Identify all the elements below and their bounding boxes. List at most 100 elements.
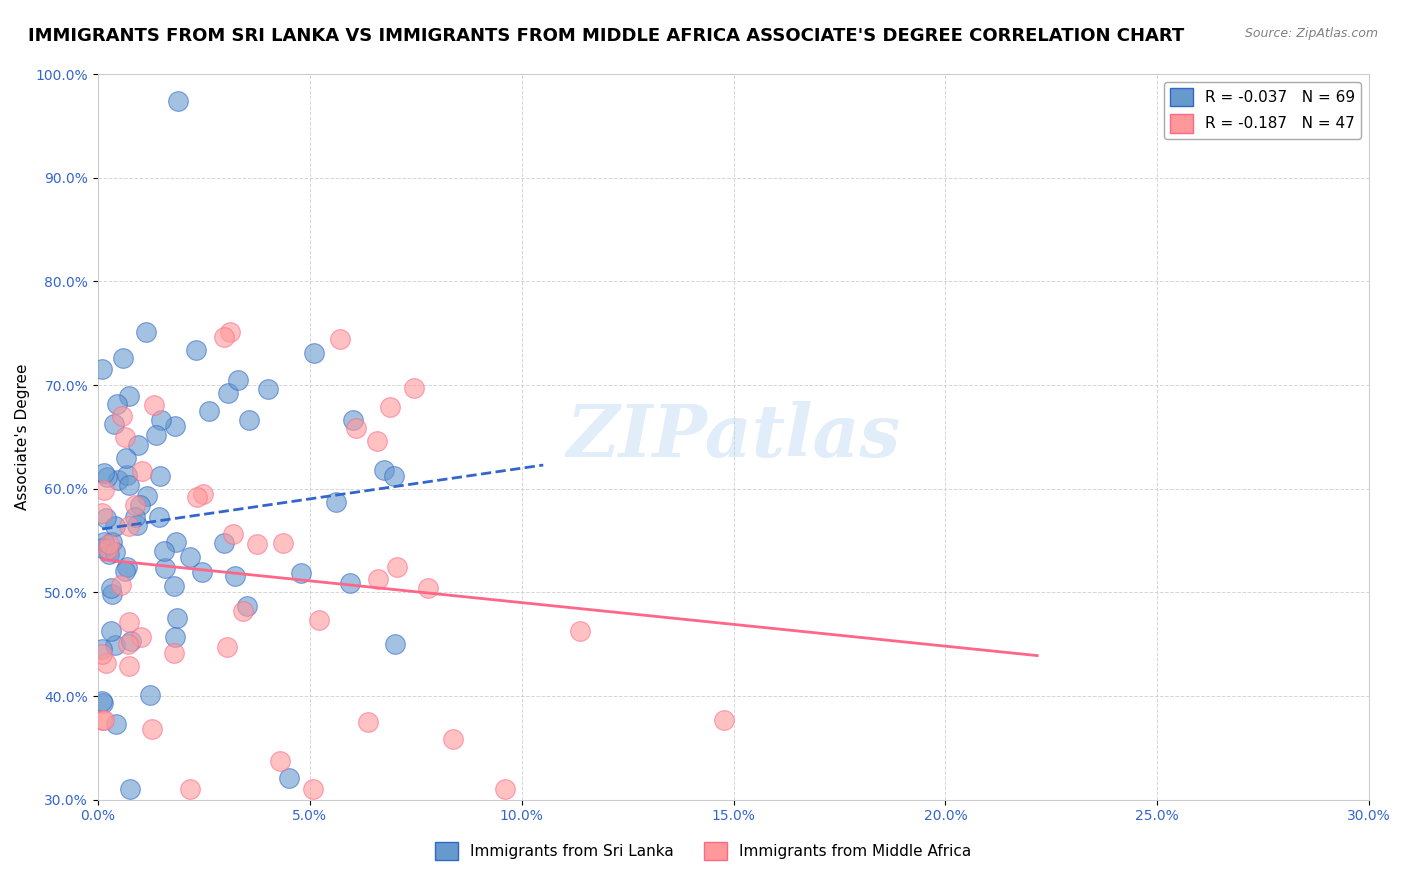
Point	[329, 332, 352, 346]
Point	[441, 731, 464, 746]
Point	[373, 462, 395, 476]
Text: IMMIGRANTS FROM SRI LANKA VS IMMIGRANTS FROM MIDDLE AFRICA ASSOCIATE'S DEGREE CO: IMMIGRANTS FROM SRI LANKA VS IMMIGRANTS …	[28, 27, 1184, 45]
Point	[269, 754, 291, 768]
Point	[238, 413, 260, 427]
Point	[290, 566, 312, 580]
Point	[93, 535, 115, 549]
Point	[277, 771, 299, 785]
Point	[339, 576, 361, 591]
Point	[138, 688, 160, 702]
Point	[101, 587, 124, 601]
Point	[232, 604, 254, 618]
Point	[104, 518, 127, 533]
Legend: Immigrants from Sri Lanka, Immigrants from Middle Africa: Immigrants from Sri Lanka, Immigrants fr…	[429, 836, 977, 866]
Point	[91, 362, 114, 376]
Point	[97, 542, 120, 557]
Point	[129, 630, 152, 644]
Point	[193, 487, 215, 501]
Point	[357, 714, 380, 729]
Point	[236, 599, 259, 613]
Point	[179, 549, 201, 564]
Point	[104, 639, 127, 653]
Point	[96, 469, 118, 483]
Point	[100, 581, 122, 595]
Point	[114, 564, 136, 578]
Point	[124, 498, 146, 512]
Point	[91, 506, 114, 520]
Point	[91, 713, 114, 727]
Point	[245, 537, 267, 551]
Point	[302, 346, 325, 360]
Point	[104, 545, 127, 559]
Legend: R = -0.037   N = 69, R = -0.187   N = 47: R = -0.037 N = 69, R = -0.187 N = 47	[1164, 82, 1361, 139]
Point	[114, 430, 136, 444]
Point	[153, 544, 176, 558]
Point	[120, 633, 142, 648]
Point	[224, 568, 246, 582]
Point	[107, 473, 129, 487]
Point	[91, 696, 114, 710]
Point	[257, 382, 280, 396]
Point	[165, 630, 187, 644]
Point	[217, 386, 239, 401]
Point	[494, 782, 516, 797]
Point	[384, 637, 406, 651]
Point	[93, 467, 115, 481]
Point	[222, 526, 245, 541]
Point	[110, 578, 132, 592]
Point	[302, 782, 325, 797]
Point	[149, 413, 172, 427]
Point	[148, 509, 170, 524]
Point	[142, 398, 165, 412]
Point	[308, 613, 330, 627]
Point	[141, 723, 163, 737]
Point	[98, 537, 121, 551]
Point	[94, 657, 117, 671]
Point	[404, 381, 426, 395]
Point	[366, 434, 388, 449]
Point	[131, 464, 153, 478]
Point	[163, 647, 186, 661]
Point	[94, 511, 117, 525]
Point	[366, 572, 388, 586]
Point	[165, 419, 187, 434]
Point	[91, 648, 114, 662]
Point	[125, 518, 148, 533]
Point	[382, 469, 405, 483]
Point	[91, 694, 114, 708]
Point	[111, 409, 134, 423]
Point	[344, 421, 367, 435]
Point	[212, 329, 235, 343]
Point	[91, 541, 114, 555]
Point	[219, 325, 242, 339]
Text: Source: ZipAtlas.com: Source: ZipAtlas.com	[1244, 27, 1378, 40]
Point	[568, 624, 591, 638]
Point	[117, 636, 139, 650]
Point	[91, 642, 114, 657]
Point	[385, 559, 408, 574]
Point	[163, 579, 186, 593]
Point	[136, 489, 159, 503]
Point	[105, 397, 128, 411]
Point	[128, 498, 150, 512]
Point	[97, 548, 120, 562]
Point	[112, 351, 135, 366]
Point	[167, 94, 190, 108]
Point	[115, 559, 138, 574]
Point	[153, 561, 176, 575]
Point	[165, 535, 187, 549]
Point	[191, 566, 214, 580]
Point	[226, 372, 249, 386]
Point	[118, 659, 141, 673]
Point	[118, 782, 141, 797]
Point	[149, 469, 172, 483]
Y-axis label: Associate's Degree: Associate's Degree	[15, 364, 30, 510]
Point	[214, 536, 236, 550]
Point	[198, 403, 221, 417]
Point	[166, 611, 188, 625]
Point	[145, 428, 167, 442]
Point	[100, 624, 122, 638]
Point	[101, 535, 124, 549]
Point	[325, 495, 347, 509]
Point	[93, 483, 115, 497]
